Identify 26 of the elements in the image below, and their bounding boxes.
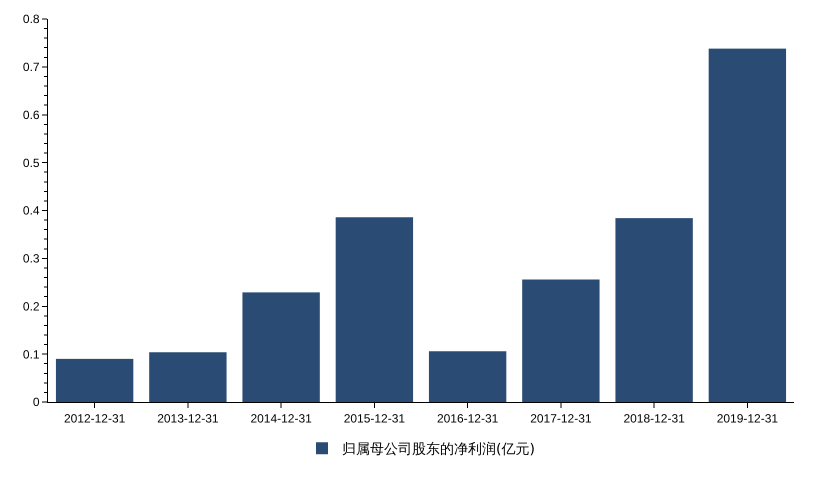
x-tick-label: 2015-12-31 [344, 411, 406, 426]
bar [242, 292, 320, 402]
y-tick-label: 0.1 [22, 347, 40, 362]
x-tick-label: 2019-12-31 [716, 411, 778, 426]
x-tick-label: 2018-12-31 [623, 411, 686, 426]
y-tick-label: 0.4 [22, 204, 40, 218]
y-tick-label: 0.3 [22, 252, 40, 266]
x-tick-label: 2016-12-31 [436, 411, 499, 426]
y-tick-label: 0.5 [22, 156, 40, 170]
bar [708, 48, 786, 402]
bar [522, 279, 600, 402]
y-tick-label: 0 [32, 395, 40, 410]
legend-label: 归属母公司股东的净利润(亿元) [342, 442, 535, 458]
y-tick-label: 0.6 [22, 108, 40, 122]
bar [56, 358, 134, 402]
y-tick-label: 0.7 [22, 60, 40, 74]
bar [149, 352, 227, 402]
bar [428, 351, 506, 402]
bar [615, 218, 693, 402]
y-tick-label: 0.8 [22, 12, 40, 26]
x-tick-label: 2012-12-31 [64, 411, 126, 426]
x-tick-label: 2014-12-31 [250, 411, 312, 426]
bar [336, 217, 414, 402]
x-tick-label: 2013-12-31 [157, 411, 219, 426]
y-tick-label: 0.2 [22, 299, 40, 314]
x-tick-label: 2017-12-31 [530, 411, 592, 426]
